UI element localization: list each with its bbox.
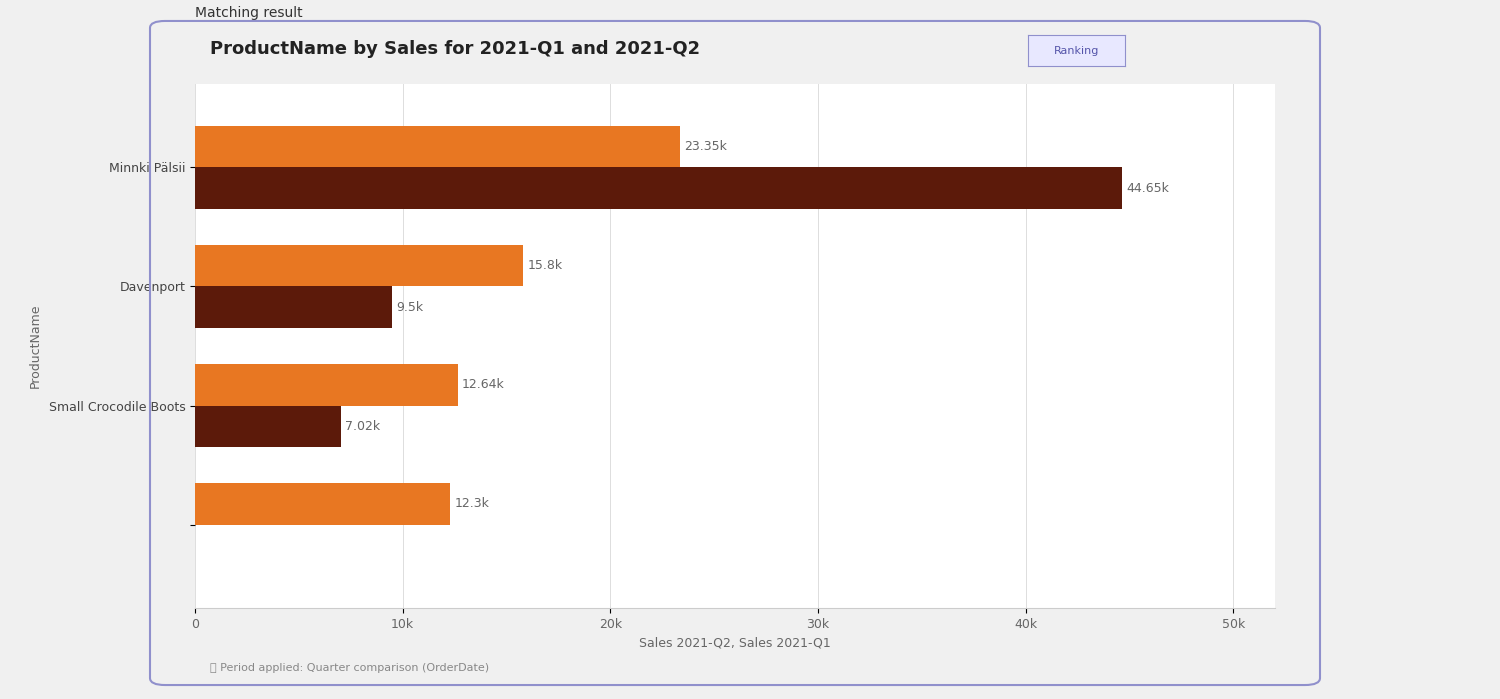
Text: ProductName by Sales for 2021-Q1 and 2021-Q2: ProductName by Sales for 2021-Q1 and 202… bbox=[210, 40, 700, 58]
Y-axis label: ProductName: ProductName bbox=[28, 304, 42, 388]
Text: 7.02k: 7.02k bbox=[345, 420, 380, 433]
Text: 12.3k: 12.3k bbox=[454, 498, 489, 510]
Bar bbox=[195, 405, 340, 447]
Text: Ranking: Ranking bbox=[1053, 45, 1100, 56]
Text: ⏱ Period applied: Quarter comparison (OrderDate): ⏱ Period applied: Quarter comparison (Or… bbox=[210, 663, 489, 673]
Text: 44.65k: 44.65k bbox=[1126, 182, 1170, 194]
Text: 23.35k: 23.35k bbox=[684, 140, 728, 153]
Text: 12.64k: 12.64k bbox=[462, 378, 504, 391]
Bar bbox=[195, 126, 680, 167]
Text: 9.5k: 9.5k bbox=[396, 301, 423, 314]
Bar bbox=[195, 287, 393, 328]
Bar bbox=[195, 167, 1122, 209]
Bar bbox=[195, 483, 450, 525]
Text: Matching result: Matching result bbox=[195, 6, 303, 20]
Bar bbox=[195, 364, 458, 405]
Bar bbox=[195, 245, 524, 287]
X-axis label: Sales 2021-Q2, Sales 2021-Q1: Sales 2021-Q2, Sales 2021-Q1 bbox=[639, 636, 831, 649]
Text: 15.8k: 15.8k bbox=[528, 259, 562, 272]
